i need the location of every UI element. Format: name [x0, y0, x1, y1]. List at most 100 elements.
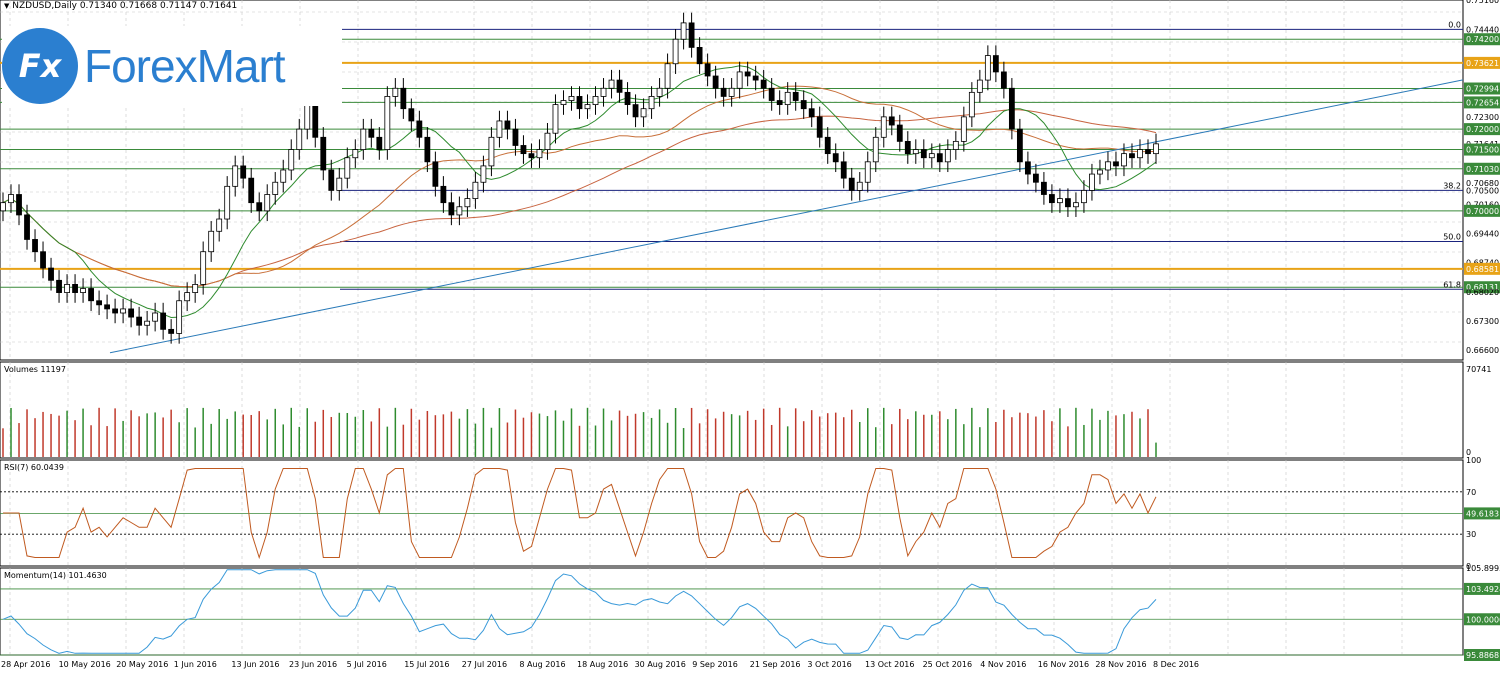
- date-tick: 15 Jul 2016: [404, 660, 449, 669]
- candle-body: [104, 304, 110, 310]
- candle-body: [712, 75, 719, 89]
- price-tick: 0.75160: [1466, 0, 1499, 5]
- candle-body: [1145, 149, 1151, 155]
- price-tick: 0.72994: [1466, 85, 1499, 94]
- price-label-box: [1464, 204, 1500, 217]
- candle-body: [216, 218, 223, 232]
- candle-body: [936, 153, 943, 163]
- candle-body: [584, 104, 591, 110]
- candle-body: [272, 181, 279, 195]
- price-tick: 0.72654: [1466, 98, 1499, 107]
- candle-body: [376, 136, 383, 150]
- candle-body: [912, 149, 919, 155]
- rsi-tick: 30: [1466, 530, 1476, 539]
- rsi-tick: 70: [1466, 488, 1476, 497]
- candle-body: [256, 202, 263, 212]
- price-label-box: [1464, 162, 1500, 175]
- candle-body: [1041, 181, 1047, 195]
- candle-body: [840, 161, 847, 179]
- candle-body: [520, 145, 527, 155]
- candle-body: [1113, 161, 1119, 167]
- candle-body: [432, 161, 439, 187]
- candle-body: [1032, 173, 1039, 183]
- momentum-value-box: [1464, 613, 1500, 626]
- candle-body: [768, 87, 775, 101]
- date-tick: 16 Nov 2016: [1038, 660, 1089, 669]
- candle-body: [328, 169, 335, 191]
- candle-body: [792, 91, 799, 101]
- fib-label: 50.0: [1443, 232, 1461, 241]
- date-tick: 20 May 2016: [116, 660, 168, 669]
- candle-body: [88, 288, 94, 302]
- candle-body: [648, 96, 655, 110]
- candle-body: [600, 87, 607, 97]
- price-tick: 0.72000: [1466, 125, 1499, 134]
- candle-body: [624, 91, 631, 106]
- momentum-tick: 95.8868: [1466, 651, 1499, 660]
- candle-body: [1057, 198, 1063, 204]
- candle-body: [112, 308, 118, 314]
- candle-body: [128, 308, 135, 318]
- candle-body: [360, 128, 367, 150]
- candle-body: [888, 116, 895, 126]
- candle-body: [56, 279, 62, 293]
- candle-body: [344, 157, 351, 179]
- price-tick: 0.72300: [1466, 113, 1499, 122]
- candle-body: [72, 284, 78, 293]
- price-tick: 0.70160: [1466, 200, 1499, 209]
- candle-body: [8, 194, 14, 204]
- momentum-value-box: [1464, 582, 1500, 595]
- price-tick: 0.68020: [1466, 288, 1499, 297]
- candle-body: [848, 177, 855, 191]
- candle-body: [824, 136, 831, 155]
- candle-body: [488, 136, 495, 167]
- price-tick: 0.69440: [1466, 230, 1499, 239]
- candle-body: [656, 87, 663, 97]
- price-label-box: [1464, 281, 1500, 294]
- candle-body: [384, 96, 391, 150]
- price-tick: 0.71030: [1466, 165, 1499, 174]
- candle-body: [752, 75, 759, 81]
- candle-body: [416, 120, 423, 138]
- fib-label: 38.2: [1443, 181, 1461, 190]
- candle-body: [120, 308, 127, 314]
- candle-body: [976, 79, 983, 93]
- price-tick: 0.73621: [1466, 59, 1499, 68]
- volume-tick: 70741: [1466, 365, 1491, 374]
- candle-body: [560, 100, 567, 106]
- date-tick: 30 Aug 2016: [635, 660, 686, 669]
- candle-body: [320, 136, 327, 171]
- candle-body: [704, 63, 711, 77]
- candle-body: [1049, 194, 1055, 204]
- candle-body: [240, 165, 247, 179]
- candle-body: [80, 288, 86, 293]
- candle-body: [928, 153, 935, 159]
- candle-body: [160, 312, 167, 330]
- candle-body: [232, 165, 239, 187]
- date-tick: 8 Dec 2016: [1153, 660, 1199, 669]
- date-tick: 13 Jun 2016: [231, 660, 279, 669]
- candle-body: [504, 120, 511, 130]
- date-tick: 13 Oct 2016: [865, 660, 914, 669]
- date-tick: 28 Nov 2016: [1095, 660, 1146, 669]
- price-tick: 0.68581: [1466, 265, 1499, 274]
- date-tick: 1 Jun 2016: [174, 660, 217, 669]
- price-tick: 0.74200: [1466, 35, 1499, 44]
- momentum-tick: 103.4924: [1466, 585, 1500, 594]
- price-tick: 0.70500: [1466, 186, 1499, 195]
- candle-body: [96, 300, 102, 306]
- candle-body: [400, 87, 407, 110]
- price-tick: 0.71500: [1466, 146, 1499, 155]
- candle-body: [472, 181, 479, 199]
- candle-body: [480, 165, 487, 183]
- date-tick: 21 Sep 2016: [750, 660, 801, 669]
- momentum-title: Momentum(14) 101.4630: [4, 571, 107, 580]
- candle-body: [1024, 161, 1031, 175]
- header-arrow-icon[interactable]: ▼: [4, 2, 10, 10]
- price-label-box: [1464, 56, 1500, 69]
- price-tick: 0.70000: [1466, 207, 1499, 216]
- candle-body: [224, 185, 231, 220]
- candle-body: [1008, 87, 1015, 130]
- candle-body: [592, 96, 599, 106]
